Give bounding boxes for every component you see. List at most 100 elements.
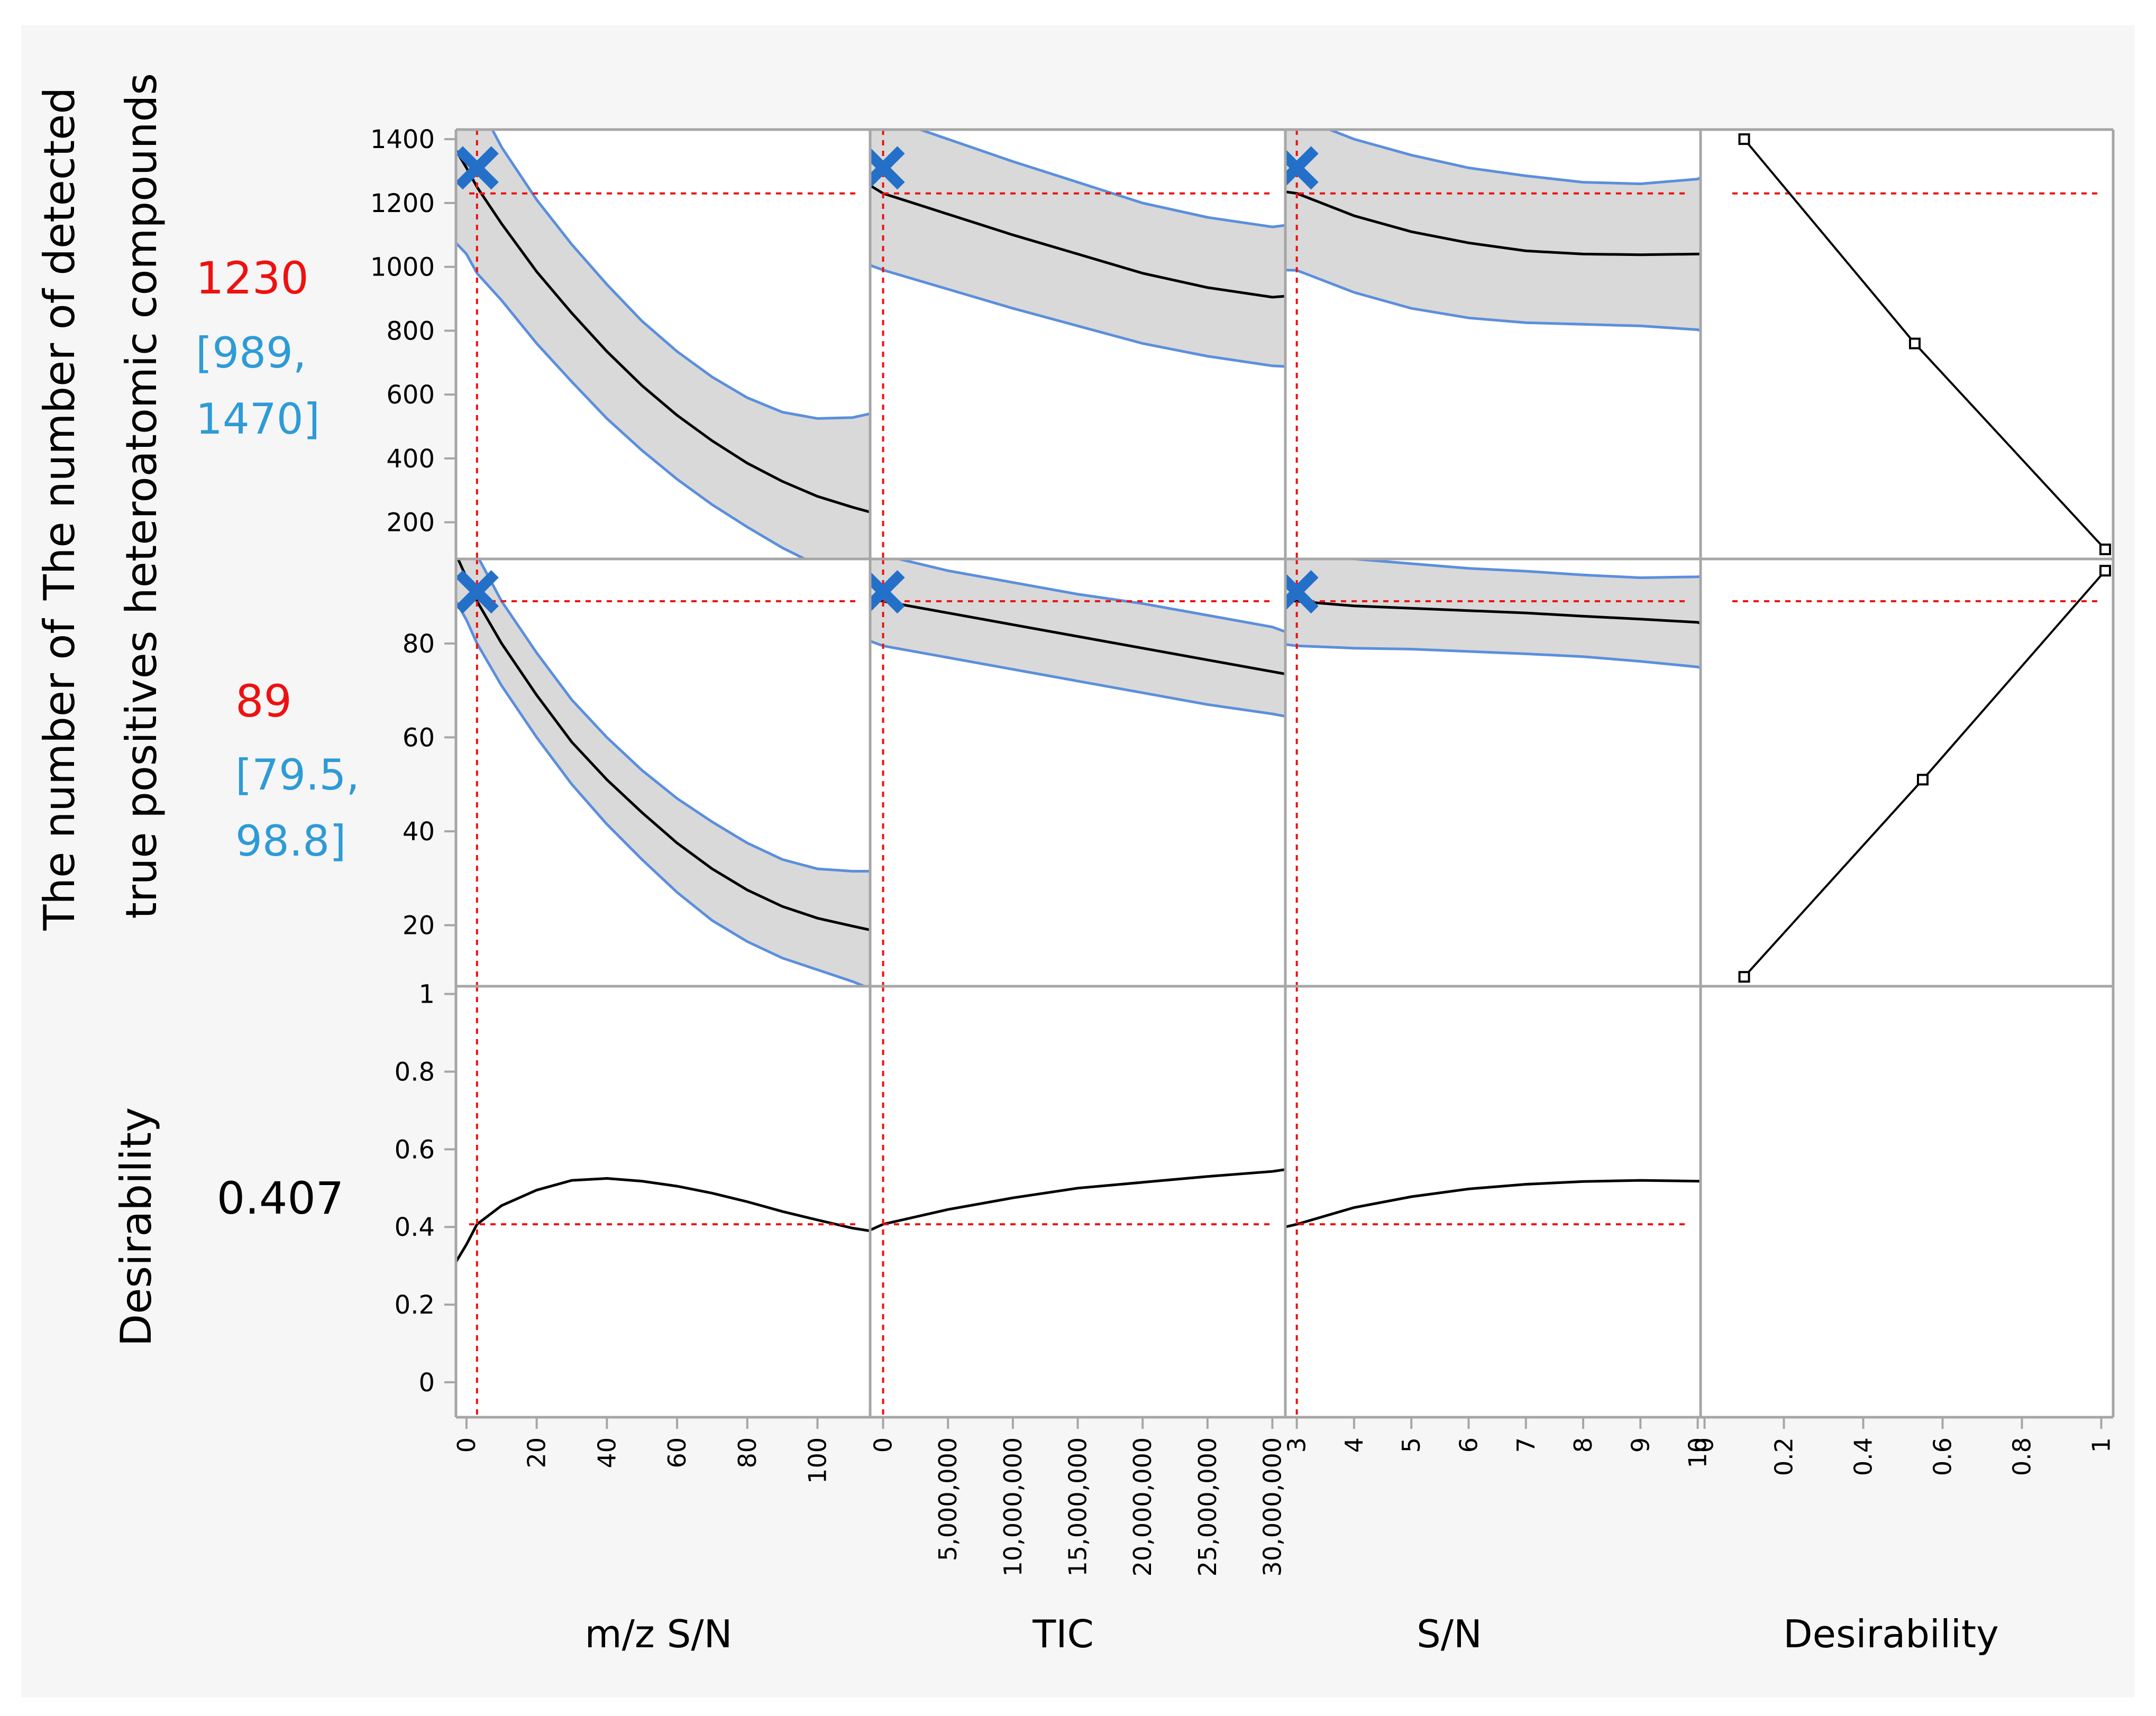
y-axis-desirability: 0 0.2 0.4 0.6 0.8 1 [395,980,456,1398]
y-tick-label: 200 [386,508,435,538]
x-tick-label: 9 [1626,1437,1655,1453]
cell-desirability-mz_sn [456,986,870,1417]
x-tick-label: 40 [592,1437,621,1469]
y-axis-title: Desirability [112,1107,161,1347]
cell-compounds-mz_sn-content [456,130,870,559]
cell-positives-tic-content [870,559,1285,986]
cell-positives-mz_sn [456,559,870,986]
x-cross-icon [1285,570,1319,614]
confidence-interval: 1470] [196,394,320,444]
y-axis-title: The number of [35,618,84,931]
cell-compounds-sn [1285,130,1701,559]
current-value: 89 [235,675,292,727]
current-value: 1230 [196,252,309,304]
confidence-band-upper [1333,559,1701,580]
y-tick-label: 0.6 [395,1135,435,1164]
x-tick-label: 0.2 [1770,1437,1798,1476]
x-tick-label: 30,000,000 [1258,1437,1286,1576]
x-tick-label: 100 [803,1437,832,1484]
confidence-band-upper [893,559,1285,633]
square-icon [1738,971,1750,983]
x-cross-icon [456,146,499,190]
x-tick-label: 8 [1569,1437,1597,1453]
square-icon [1917,774,1929,786]
x-tick-label: 10,000,000 [999,1437,1027,1576]
confidence-band-upper [490,130,870,420]
x-tick-label: 0.6 [1929,1437,1957,1476]
x-axis-title: Desirability [1783,1612,1999,1656]
y-tick-label: 80 [403,629,435,659]
prediction-curve [456,559,870,931]
x-tick-label: 5,000,000 [934,1437,962,1561]
marker-stroke-b [1285,570,1319,611]
x-tick-label: 60 [663,1437,691,1469]
square-icon [1738,133,1750,145]
y-axis-positives: 20 40 60 80 [403,629,456,941]
y-tick-label: 40 [403,817,435,847]
cell-desirability-tic [870,986,1285,1417]
y-tick-label: 800 [386,316,435,346]
cell-positives-desirability [1732,565,2111,983]
current-value: 0.407 [217,1172,344,1224]
x-axis-mz_sn: 0 20 40 60 80 100 [452,1417,832,1484]
y-axis-title: The number of detected [35,87,84,601]
prediction-curve [870,184,1285,299]
x-axis-title: S/N [1417,1612,1482,1656]
y-tick-label: 1000 [370,253,435,282]
confidence-band-fill [1285,130,1701,331]
prediction-curve [870,1168,1285,1232]
cell-desirability-tic-content [870,986,1285,1417]
y-tick-label: 0.8 [395,1058,435,1087]
confidence-interval: [989, [196,328,306,378]
y-tick-label: 0 [418,1368,435,1398]
confidence-band-lower [1285,269,1701,332]
x-tick-label: 4 [1340,1437,1368,1453]
x-tick-label: 25,000,000 [1193,1437,1222,1576]
confidence-band-lower [456,600,868,986]
confidence-band-lower [870,264,1285,368]
cell-positives-sn-content [1285,559,1701,986]
cell-compounds-desirability [1732,133,2111,555]
x-tick-label: 7 [1512,1437,1540,1453]
square-icon [2099,565,2111,577]
cell-compounds-desirability-content [1732,133,2111,555]
confidence-band-upper [1326,130,1701,186]
cell-positives-sn [1285,559,1701,986]
prediction-curve [1285,599,1701,625]
x-tick-label: 80 [733,1437,762,1469]
y-tick-label: 0.4 [395,1213,435,1242]
cell-positives-desirability-content [1732,565,2111,983]
x-axis-title: TIC [1032,1612,1094,1656]
y-tick-label: 1 [418,980,435,1010]
x-tick-label: 1 [2087,1437,2116,1453]
x-tick-label: 0 [1691,1437,1719,1453]
x-tick-label: 20 [523,1437,551,1469]
x-tick-label: 10 [1684,1437,1712,1469]
confidence-band-fill [1285,559,1701,668]
cell-compounds-sn-content [1285,130,1701,559]
x-tick-label: 15,000,000 [1064,1437,1092,1576]
y-tick-label: 20 [403,911,435,941]
confidence-band-fill [456,559,870,986]
x-axis-sn: 3 4 5 6 7 8 9 10 [1283,1417,1712,1469]
square-icon [2099,543,2111,555]
prediction-curve [1285,1179,1701,1228]
cell-desirability-sn [1285,986,1701,1417]
x-tick-label: 0 [869,1437,898,1453]
y-tick-label: 1200 [370,189,435,218]
confidence-band-lower [870,640,1285,718]
prediction-curve [870,598,1285,675]
confidence-interval: 98.8] [235,816,346,866]
marker-stroke-b [456,146,499,190]
marker-stroke-b [456,570,499,614]
y-tick-label: 400 [386,444,435,474]
x-tick-label: 3 [1283,1437,1311,1453]
prediction-curve [456,1177,870,1263]
cell-desirability-mz_sn-content [456,986,870,1417]
x-axis-tic: 0 5,000,000 10,000,000 15,000,000 20,000,000… [869,1417,1286,1576]
square-icon [1909,337,1921,350]
y-axis-compounds: 200 400 600 800 1000 1200 1400 [370,125,456,538]
x-tick-label: 5 [1397,1437,1426,1453]
